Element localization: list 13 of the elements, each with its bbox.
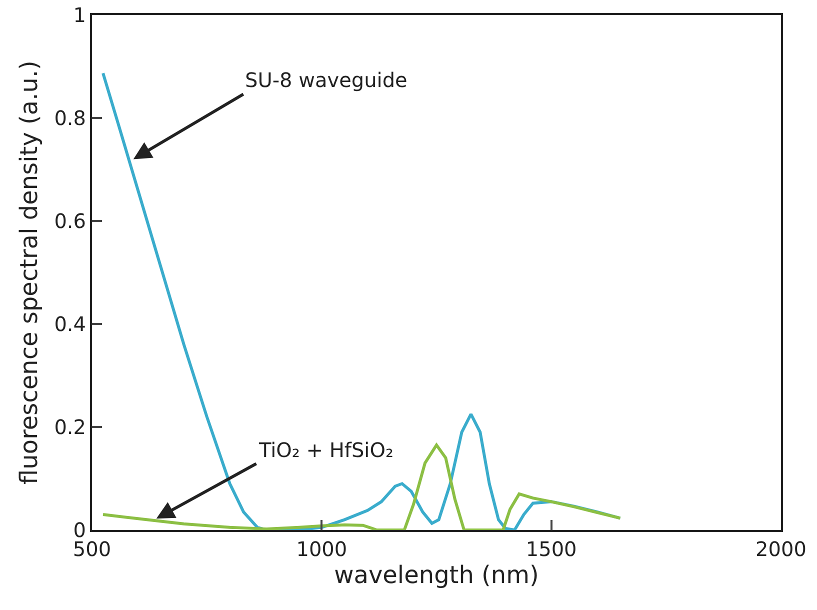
y-tick-label: 0.4 [54,312,86,336]
y-tick-label: 1 [73,3,86,27]
y-tick-label: 0.6 [54,209,86,233]
x-tick-label: 1000 [296,537,348,561]
x-axis-title: wavelength (nm) [334,561,539,589]
line-series [102,444,622,530]
y-tick-label: 0.2 [54,415,86,439]
x-tick-label: 1500 [526,537,577,561]
annotation: TiO₂ + HfSiO₂ [258,438,394,462]
x-tick-label: 2000 [756,537,806,561]
y-axis-title: fluorescence spectral density (a.u.) [14,60,43,484]
y-tick-label: 0.8 [54,106,86,130]
annotation: SU-8 waveguide [245,68,408,92]
